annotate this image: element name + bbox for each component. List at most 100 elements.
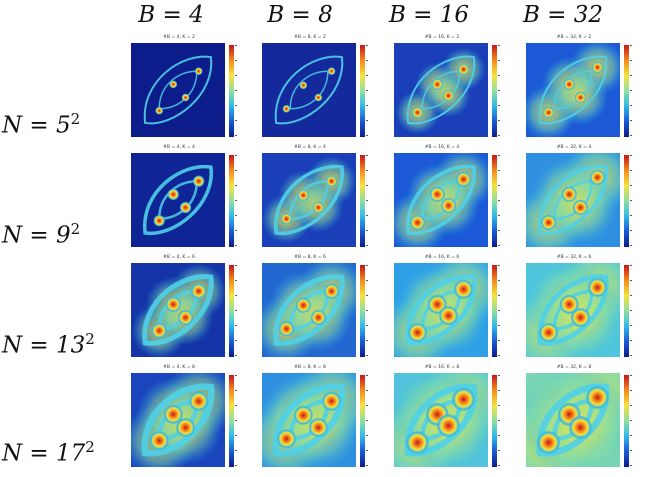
colorbar bbox=[360, 375, 365, 467]
field-peak bbox=[167, 188, 180, 201]
panel-title: #B = 16, K = 4 bbox=[424, 145, 460, 150]
colorbar-tick bbox=[498, 135, 500, 136]
heatmap-panel: #B = 16, K = 8 bbox=[394, 365, 506, 471]
colorbar-tick bbox=[366, 265, 368, 266]
colorbar bbox=[360, 155, 365, 247]
colorbar-tick bbox=[235, 230, 237, 231]
colorbar-tick bbox=[235, 310, 237, 311]
colorbar bbox=[492, 375, 497, 467]
field-peak bbox=[149, 430, 170, 451]
panel-title: #B = 32, K = 8 bbox=[556, 365, 592, 370]
colorbar-tick bbox=[366, 295, 368, 296]
colorbar-tick bbox=[630, 355, 632, 356]
colorbar-tick bbox=[630, 435, 632, 436]
field-curve bbox=[141, 383, 215, 457]
heatmap-panel: #B = 16, K = 4 bbox=[394, 145, 506, 251]
field-peak bbox=[563, 78, 576, 91]
heatmap-image bbox=[526, 43, 620, 137]
field-peak bbox=[181, 93, 190, 102]
colorbar-tick bbox=[366, 60, 368, 61]
field-peak bbox=[451, 387, 476, 412]
panel-title: #B = 8, K = 4 bbox=[294, 145, 326, 150]
colorbar-tick bbox=[366, 405, 368, 406]
panel-title: #B = 4, K = 8 bbox=[163, 365, 195, 370]
colorbar-ticks bbox=[366, 375, 371, 467]
colorbar-tick bbox=[235, 375, 237, 376]
field-peak bbox=[297, 189, 310, 202]
colorbar-tick bbox=[498, 280, 500, 281]
field-peak bbox=[542, 106, 555, 119]
heatmap-panel: #B = 16, K = 2 bbox=[394, 35, 506, 141]
field-curve bbox=[273, 274, 345, 346]
heatmap-panel: #B = 8, K = 2 bbox=[262, 35, 374, 141]
colorbar-ticks bbox=[235, 155, 240, 247]
colorbar-tick bbox=[235, 390, 237, 391]
colorbar-tick bbox=[630, 215, 632, 216]
field-peak bbox=[295, 297, 312, 314]
field-peak bbox=[293, 405, 314, 426]
colorbar-tick bbox=[235, 120, 237, 121]
field-curve bbox=[143, 164, 213, 236]
colorbar bbox=[492, 265, 497, 357]
colorbar bbox=[360, 45, 365, 137]
colorbar-ticks bbox=[498, 155, 503, 247]
heatmap-panel: #B = 4, K = 8 bbox=[131, 365, 243, 471]
field-peak bbox=[561, 186, 578, 203]
colorbar-tick bbox=[366, 280, 368, 281]
heatmap-image bbox=[526, 153, 620, 247]
field-peak bbox=[457, 63, 470, 76]
panel-title: #B = 4, K = 2 bbox=[163, 35, 195, 40]
field-peak bbox=[179, 201, 192, 214]
colorbar-tick bbox=[235, 155, 237, 156]
field-curve bbox=[405, 274, 477, 346]
heatmap-image bbox=[526, 373, 620, 467]
colorbar-tick bbox=[630, 75, 632, 76]
colorbar-tick bbox=[235, 60, 237, 61]
colorbar-tick bbox=[630, 390, 632, 391]
colorbar-tick bbox=[235, 245, 237, 246]
field-peak bbox=[323, 283, 340, 300]
heatmap-image bbox=[394, 263, 488, 357]
colorbar-tick bbox=[366, 155, 368, 156]
field-peak bbox=[151, 322, 168, 339]
colorbar-tick bbox=[235, 340, 237, 341]
field-peak bbox=[538, 322, 559, 343]
colorbar-tick bbox=[366, 390, 368, 391]
colorbar-tick bbox=[630, 200, 632, 201]
colorbar-ticks bbox=[366, 45, 371, 137]
field-peak bbox=[190, 283, 207, 300]
colorbar-tick bbox=[630, 105, 632, 106]
field-peak bbox=[431, 78, 444, 91]
heatmap-panel: #B = 32, K = 2 bbox=[526, 35, 638, 141]
field-peak bbox=[299, 81, 308, 90]
colorbar bbox=[229, 265, 234, 357]
field-peak bbox=[589, 169, 606, 186]
colorbar bbox=[492, 155, 497, 247]
colorbar-tick bbox=[235, 135, 237, 136]
colorbar-tick bbox=[630, 120, 632, 121]
colorbar-tick bbox=[498, 420, 500, 421]
field-curve bbox=[274, 164, 344, 236]
field-curve bbox=[538, 164, 608, 236]
heatmap-background bbox=[131, 43, 225, 137]
colorbar-tick bbox=[630, 375, 632, 376]
panel-title: #B = 8, K = 6 bbox=[294, 255, 326, 260]
colorbar bbox=[360, 265, 365, 357]
colorbar-tick bbox=[498, 45, 500, 46]
colorbar bbox=[624, 45, 629, 137]
heatmap-image bbox=[262, 263, 356, 357]
colorbar-tick bbox=[630, 310, 632, 311]
heatmap-panel: #B = 8, K = 8 bbox=[262, 365, 374, 471]
field-curve bbox=[404, 383, 478, 457]
colorbar-tick bbox=[498, 375, 500, 376]
colorbar-tick bbox=[366, 170, 368, 171]
colorbar-tick bbox=[498, 325, 500, 326]
colorbar-tick bbox=[366, 215, 368, 216]
colorbar-tick bbox=[366, 355, 368, 356]
field-peak bbox=[559, 294, 580, 315]
field-curve bbox=[142, 274, 214, 346]
field-peak bbox=[276, 428, 297, 449]
heatmap-image bbox=[131, 43, 225, 137]
colorbar-ticks bbox=[235, 375, 240, 467]
field-peak bbox=[436, 413, 461, 438]
